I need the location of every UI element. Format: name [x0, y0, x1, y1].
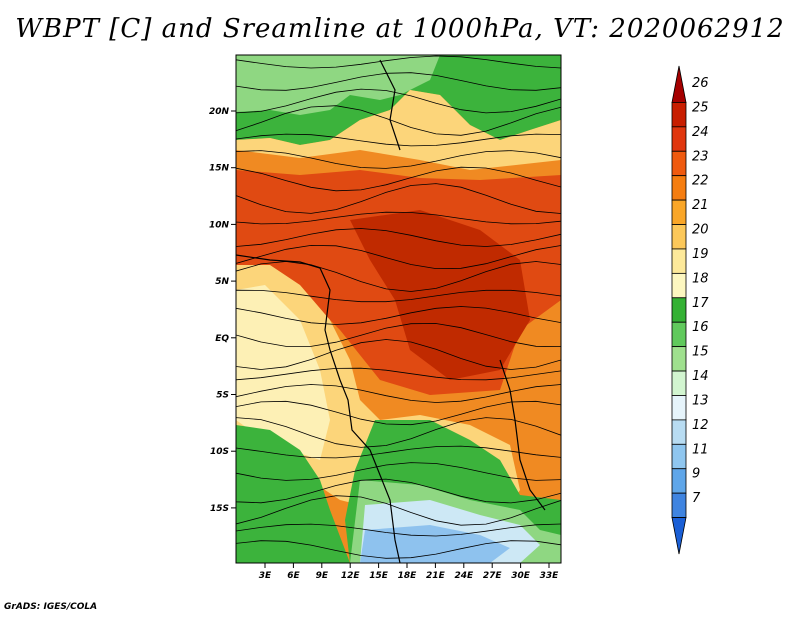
streamline [236, 462, 561, 481]
streamline [236, 166, 561, 192]
legend-swatch [671, 346, 687, 372]
east-border-line [499, 359, 546, 511]
legend-label: 17 [692, 296, 709, 311]
streamline [236, 445, 561, 459]
field-yellow-band [236, 90, 561, 175]
x-tick-label: 6E [287, 571, 300, 581]
legend-swatch [671, 492, 687, 518]
legend-swatch [671, 224, 687, 250]
legend-swatch [671, 395, 687, 421]
x-tick-label: 3E [259, 571, 272, 581]
legend-swatch [671, 297, 687, 323]
legend-swatch [671, 126, 687, 152]
legend-swatch [671, 468, 687, 494]
legend-label: 11 [692, 442, 709, 457]
legend-swatch [671, 272, 687, 299]
streamline [236, 400, 561, 426]
legend-label: 16 [692, 320, 709, 335]
legend-label: 26 [692, 76, 709, 91]
x-tick-label: 18E [398, 571, 418, 581]
streamline [236, 261, 561, 292]
legend-label: 12 [692, 418, 709, 433]
streamline [236, 367, 561, 381]
legend-swatch [671, 199, 687, 225]
map-frame [235, 54, 562, 564]
legend-swatch [671, 150, 687, 177]
streamline [236, 244, 561, 270]
legend-label: 23 [692, 149, 709, 164]
legend-label: 18 [692, 271, 709, 286]
x-axis: 3E 6E 9E 12E 15E 18E 21E 24E 27E 30E 33E [259, 563, 559, 581]
streamline [236, 150, 561, 169]
west-coastline [236, 254, 401, 563]
y-tick-label: 5S [216, 391, 229, 401]
legend-label: 25 [692, 100, 709, 115]
streamline [236, 384, 561, 403]
map-title: WBPT [C] and Sreamline at 1000hPa, VT: 2… [15, 14, 785, 44]
legend-label: 9 [692, 467, 700, 482]
color-legend: 26 25 24 23 22 21 20 19 18 17 16 15 14 13 12 11 9 7 [671, 65, 709, 555]
field-southwest-cream [236, 285, 330, 460]
y-tick-label: 20N [209, 107, 230, 117]
streamline [236, 105, 561, 136]
north-border-line [379, 59, 401, 151]
legend-swatch [671, 370, 687, 396]
y-tick-label: EQ [215, 334, 229, 344]
legend-swatch [671, 419, 687, 445]
wbpt-field [236, 55, 561, 563]
legend-swatch [671, 175, 687, 201]
legend-label: 15 [692, 345, 709, 360]
legend-label: 21 [692, 198, 709, 213]
credit-text: GrADS: IGES/COLA [4, 602, 98, 612]
streamline [236, 211, 561, 225]
legend-label: 14 [692, 369, 709, 384]
streamline [236, 478, 561, 504]
streamline [236, 183, 561, 214]
streamline [236, 228, 561, 247]
coastlines [236, 59, 546, 563]
x-tick-label: 33E [540, 571, 560, 581]
x-tick-label: 27E [483, 571, 503, 581]
legend-swatch [671, 102, 687, 128]
streamline [236, 523, 561, 537]
legend-swatch [671, 517, 687, 555]
y-tick-label: 10N [209, 220, 230, 230]
streamline [236, 540, 561, 559]
streamline [236, 88, 561, 114]
streamline [236, 289, 561, 303]
legend-swatch [671, 248, 687, 274]
x-tick-label: 15E [369, 571, 389, 581]
streamlines [236, 55, 561, 559]
legend-label: 13 [692, 394, 709, 409]
field-north-lightgreen [236, 55, 440, 115]
streamline [236, 133, 561, 147]
streamline [236, 55, 561, 69]
x-tick-label: 24E [454, 571, 474, 581]
y-tick-label: 15S [210, 504, 229, 514]
y-tick-label: 15N [209, 164, 230, 174]
legend-swatch [671, 443, 687, 470]
streamline [236, 417, 561, 448]
legend-label: 24 [692, 125, 709, 140]
field-southwest-green [236, 425, 350, 563]
legend-swatch [671, 321, 687, 348]
streamline [236, 306, 561, 325]
x-tick-label: 21E [426, 571, 446, 581]
streamline [236, 323, 561, 347]
legend-label: 22 [692, 174, 709, 189]
legend-label: 7 [692, 491, 701, 506]
streamline [236, 495, 561, 526]
y-tick-label: 10S [210, 447, 229, 457]
x-tick-label: 12E [341, 571, 361, 581]
x-tick-label: 9E [316, 571, 329, 581]
y-tick-label: 5N [215, 277, 229, 287]
x-tick-label: 30E [511, 571, 531, 581]
legend-swatch [671, 65, 687, 103]
legend-label: 19 [692, 247, 709, 262]
y-axis: 20N 15N 10N 5N EQ 5S 10S 15S [209, 107, 236, 514]
legend-label: 20 [692, 223, 709, 238]
